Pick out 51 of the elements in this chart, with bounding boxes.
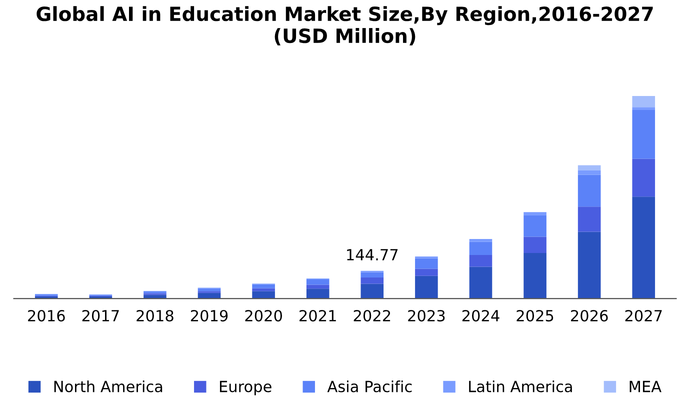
bar: [578, 170, 601, 175]
bar: [578, 232, 601, 299]
bar: [144, 294, 166, 299]
legend-label: Latin America: [469, 380, 572, 392]
bar: [632, 158, 656, 197]
legend-label: Europe: [220, 380, 272, 396]
bar: [360, 284, 384, 299]
x-tick-label: 2016: [28, 310, 65, 322]
bar: [632, 110, 656, 159]
x-tick-label: 2022: [354, 310, 390, 322]
legend-label: Asia Pacific: [327, 380, 412, 392]
bar: [306, 284, 330, 289]
bar: [252, 291, 275, 299]
bar: [632, 107, 656, 110]
x-tick-label: 2027: [625, 310, 662, 322]
x-tick-label: 2019: [190, 310, 228, 322]
chart-title: Global AI in Education Market Size,By Region,2016-2027 (USD Million): [36, 6, 653, 46]
x-tick-label: 2017: [82, 310, 119, 322]
bar: [524, 252, 546, 299]
bar: [578, 165, 601, 171]
bar: [198, 288, 221, 292]
x-tick-label: 2025: [516, 310, 554, 322]
bar: [469, 242, 492, 256]
bar: [415, 268, 438, 276]
x-tick-label: 2021: [300, 310, 336, 322]
legend-label: MEA: [630, 380, 662, 392]
bar: [415, 276, 438, 299]
bar: [360, 272, 384, 278]
bar: [469, 266, 492, 299]
bar: [306, 280, 330, 285]
annotation: 144.77: [347, 249, 398, 260]
bar: [578, 206, 601, 232]
bar: [360, 278, 384, 284]
bar: [524, 212, 546, 216]
bar: [306, 288, 330, 299]
bar: [252, 284, 275, 288]
x-tick-label: 2018: [136, 310, 174, 322]
bar: [469, 255, 492, 267]
bar: [469, 239, 492, 242]
bar: [524, 216, 546, 237]
x-tick-label: 2024: [462, 310, 500, 322]
bar: [632, 96, 656, 108]
bar: [524, 236, 546, 253]
x-tick-label: 2023: [408, 310, 445, 322]
bar: [578, 174, 601, 207]
bar: [415, 258, 438, 269]
x-tick-label: 2020: [245, 310, 282, 322]
bar: [632, 196, 656, 299]
bar: [252, 288, 275, 292]
x-tick-label: 2026: [571, 310, 608, 322]
legend-label: North America: [54, 380, 162, 392]
